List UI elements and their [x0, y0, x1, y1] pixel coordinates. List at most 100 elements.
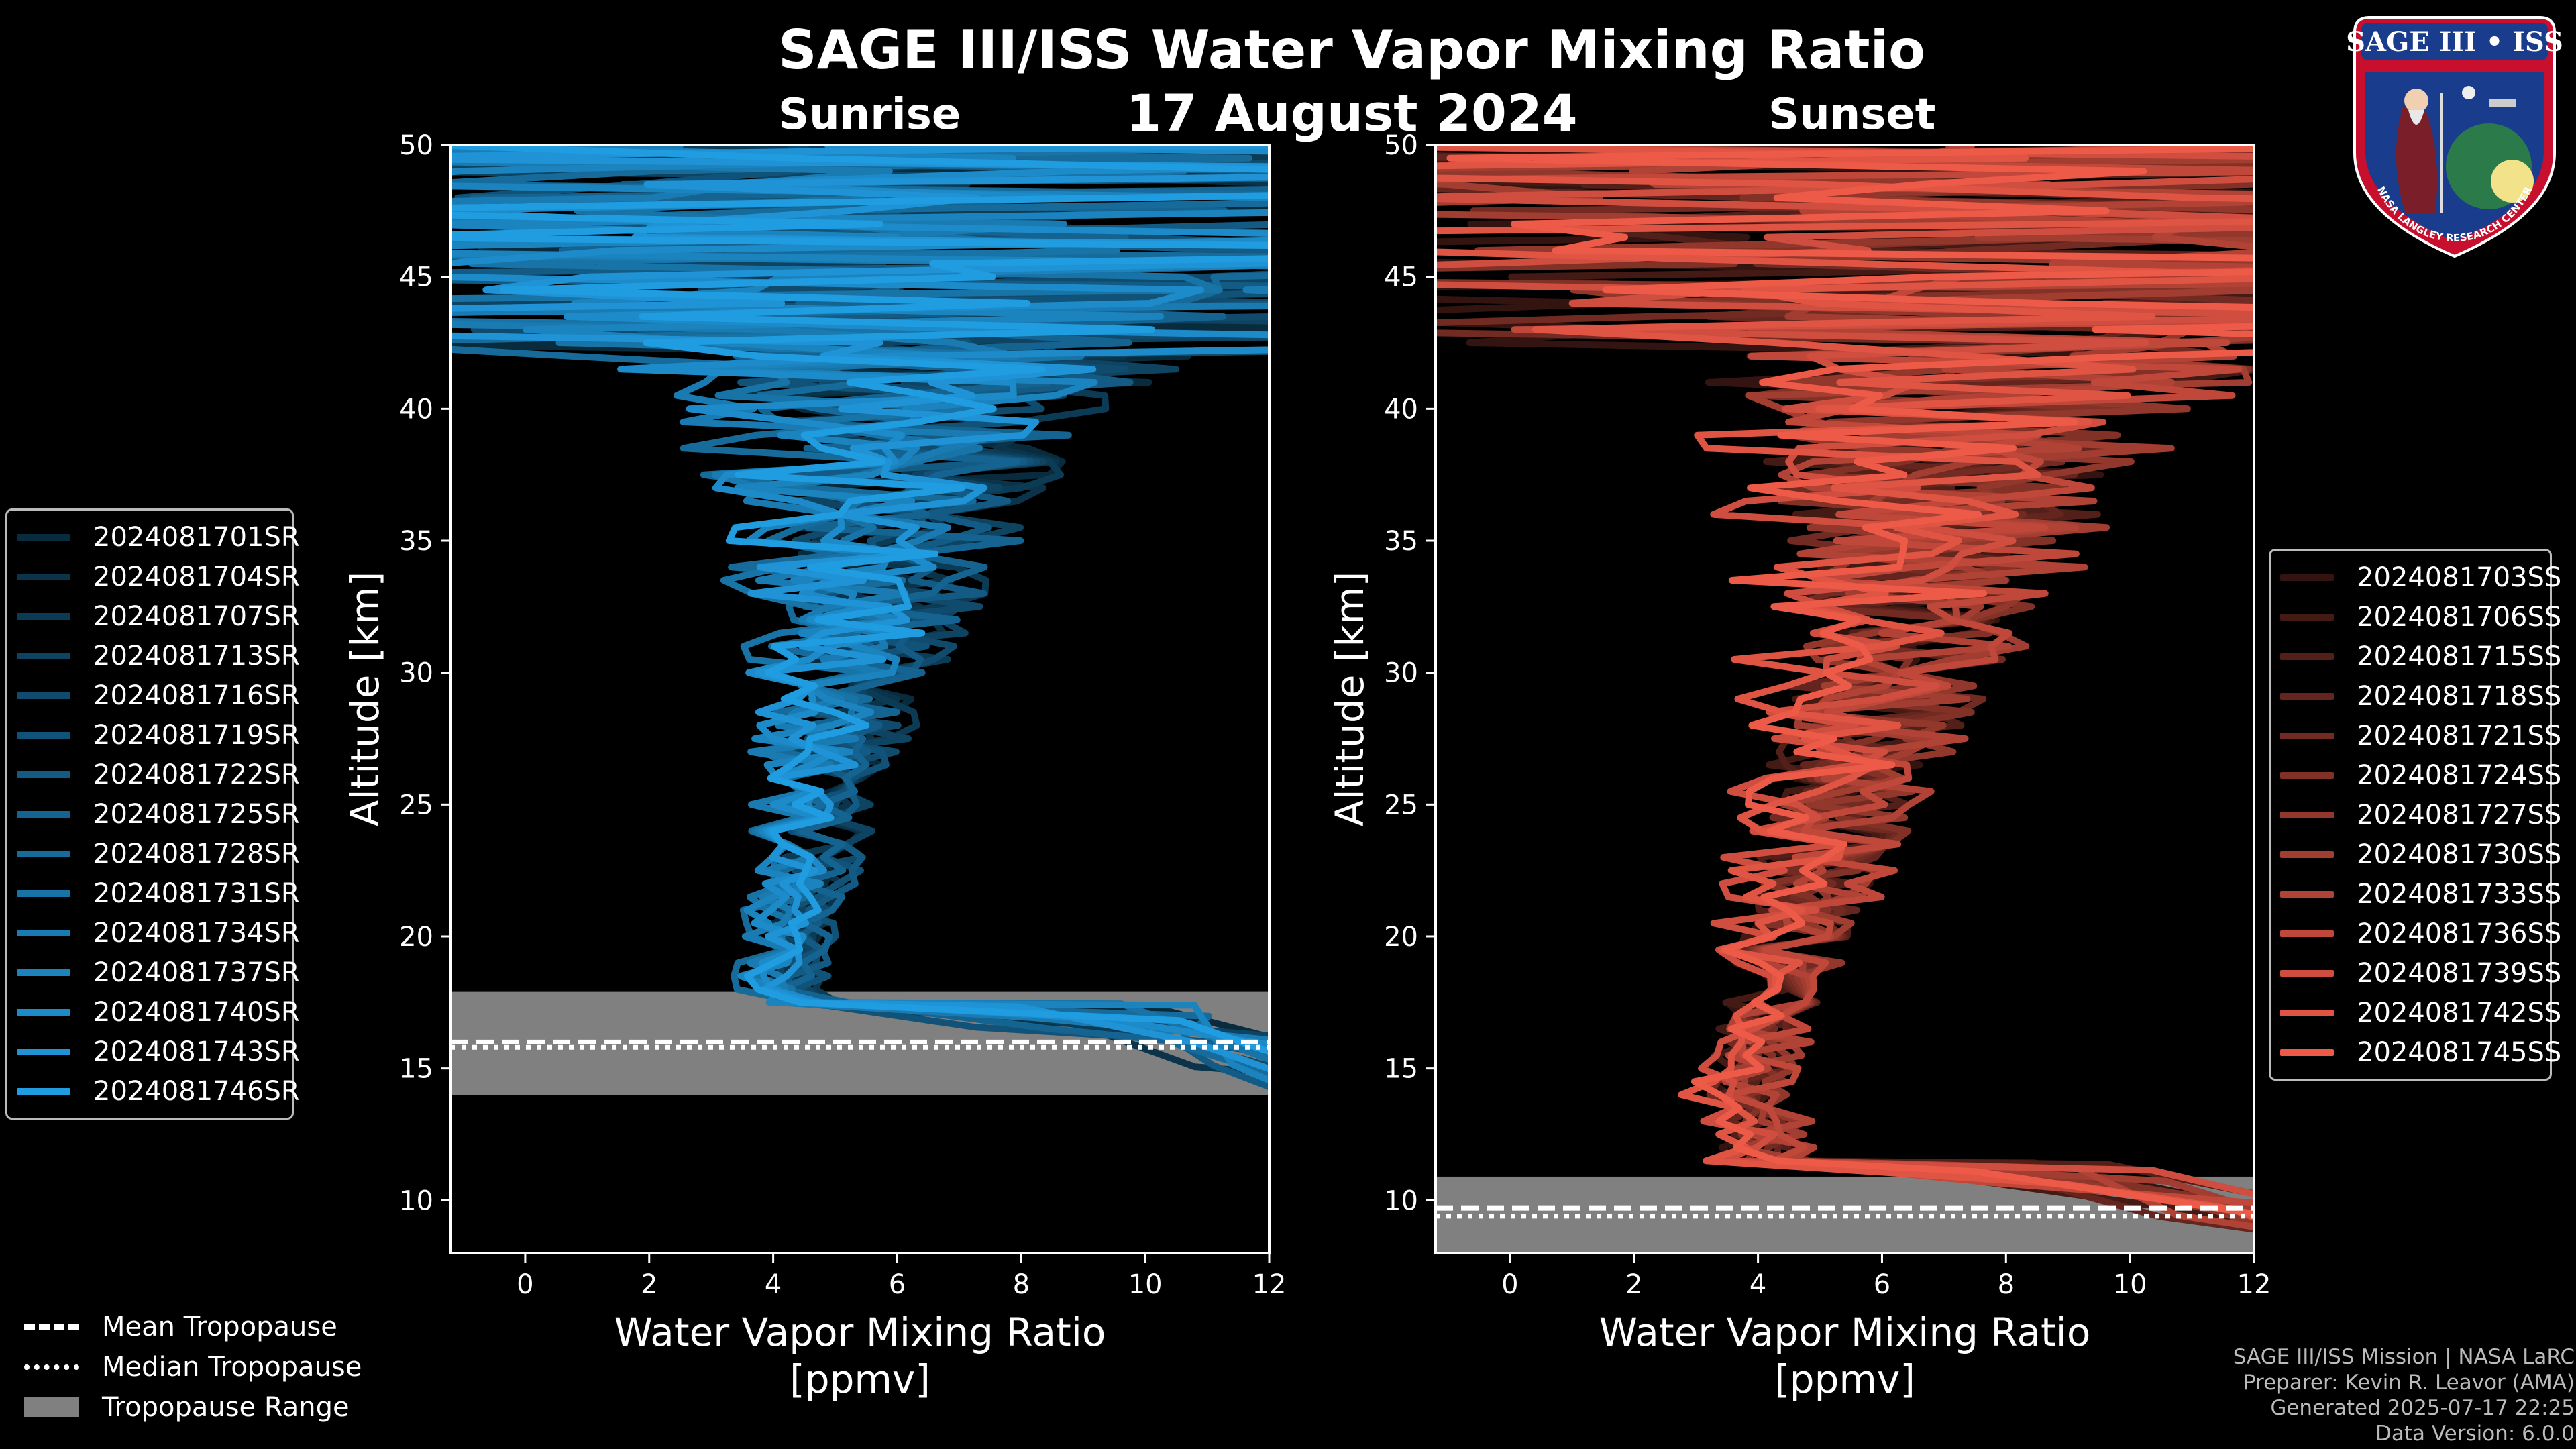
x-tick-label: 6	[1874, 1269, 1890, 1300]
x-axis-label: Water Vapor Mixing Ratio	[1599, 1309, 2091, 1355]
legend-item: 2024081742SS	[2280, 993, 2561, 1032]
legend-swatch	[17, 969, 70, 976]
legend-item: 2024081721SS	[2280, 716, 2561, 755]
x-tick-label: 10	[1128, 1269, 1163, 1300]
legend-swatch	[17, 850, 70, 857]
y-tick-label: 35	[1384, 526, 1418, 557]
y-tick-label: 40	[399, 394, 433, 425]
sunset-legend: 2024081703SS 2024081706SS 2024081715SS 2024…	[2269, 549, 2561, 1081]
profile-line	[1446, 145, 2254, 1218]
y-axis-label: Altitude [km]	[1327, 572, 1373, 826]
x-axis-label: [ppmv]	[1774, 1356, 1915, 1402]
y-tick-label: 25	[1384, 790, 1418, 820]
legend-label: 2024081745SS	[2357, 1036, 2562, 1068]
date-title: 17 August 2024	[1126, 83, 1578, 143]
profile-lines	[451, 145, 1269, 1091]
legend-label: 2024081731SR	[93, 877, 300, 909]
legend-swatch	[17, 1048, 70, 1055]
legend-swatch	[2280, 1049, 2334, 1056]
x-tick-label: 6	[889, 1269, 906, 1300]
x-tick-label: 12	[2237, 1269, 2271, 1300]
legend-item: 2024081707SR	[17, 596, 300, 636]
legend-swatch	[17, 533, 70, 541]
legend-item: 2024081739SS	[2280, 953, 2561, 993]
legend-item: 2024081731SR	[17, 873, 300, 913]
legend-label: 2024081725SR	[93, 798, 300, 830]
legend-item: 2024081745SS	[2280, 1032, 2561, 1072]
legend-swatch	[17, 573, 70, 580]
x-tick-label: 8	[1013, 1269, 1030, 1300]
legend-label: 2024081724SS	[2357, 759, 2562, 791]
svg-text:SAGE III • ISS: SAGE III • ISS	[2346, 26, 2563, 58]
legend-label: 2024081716SR	[93, 680, 300, 711]
legend-swatch	[17, 652, 70, 659]
y-tick-label: 25	[399, 790, 433, 820]
plot-frame	[449, 144, 1271, 1254]
legend-item: 2024081746SR	[17, 1071, 300, 1111]
legend-label: 2024081739SS	[2357, 957, 2562, 989]
y-tick-label: 10	[399, 1185, 433, 1216]
legend-item: 2024081725SR	[17, 794, 300, 834]
legend-swatch	[2280, 890, 2334, 898]
legend-swatch	[2280, 851, 2334, 858]
legend-mean-tropopause: Mean Tropopause	[24, 1307, 362, 1347]
legend-item: 2024081733SS	[2280, 874, 2561, 914]
legend-mean-label: Mean Tropopause	[102, 1311, 337, 1342]
legend-swatch	[17, 810, 70, 818]
profile-lines	[1436, 145, 2254, 1233]
y-tick-label: 45	[399, 262, 433, 293]
y-tick-label: 10	[1384, 1185, 1418, 1216]
legend-swatch	[17, 929, 70, 936]
legend-label: 2024081713SR	[93, 640, 300, 672]
legend-tropopause-range: Tropopause Range	[24, 1387, 362, 1428]
x-tick-label: 0	[1501, 1269, 1518, 1300]
legend-label: 2024081730SS	[2357, 839, 2562, 870]
legend-label: 2024081737SR	[93, 957, 300, 988]
legend-label: 2024081704SR	[93, 561, 300, 592]
y-tick-label: 45	[1384, 262, 1418, 293]
legend-item: 2024081713SR	[17, 636, 300, 676]
legend-label: 2024081746SR	[93, 1075, 300, 1107]
legend-item: 2024081715SS	[2280, 637, 2561, 676]
legend-label: 2024081734SR	[93, 917, 300, 949]
legend-item: 2024081704SR	[17, 557, 300, 596]
legend-range-label: Tropopause Range	[102, 1392, 350, 1423]
y-tick-label: 35	[399, 526, 433, 557]
y-tick-label: 15	[399, 1054, 433, 1085]
profile-line	[451, 145, 1269, 1056]
x-axis-label: Water Vapor Mixing Ratio	[614, 1309, 1106, 1355]
legend-swatch	[17, 1008, 70, 1016]
legend-item: 2024081719SR	[17, 715, 300, 755]
dotted-line-swatch	[24, 1364, 79, 1370]
x-tick-label: 10	[2113, 1269, 2147, 1300]
dashed-line-swatch	[24, 1324, 79, 1330]
credit-line: Preparer: Kevin R. Leavor (AMA)	[2243, 1371, 2575, 1395]
credit-line: SAGE III/ISS Mission | NASA LaRC	[2233, 1345, 2575, 1369]
x-tick-label: 4	[1750, 1269, 1766, 1300]
y-axis-label: Altitude [km]	[342, 572, 388, 826]
x-tick-label: 4	[765, 1269, 782, 1300]
legend-swatch	[2280, 930, 2334, 937]
x-tick-label: 2	[641, 1269, 657, 1300]
legend-swatch	[17, 731, 70, 739]
legend-label: 2024081701SR	[93, 521, 300, 553]
legend-swatch	[2280, 613, 2334, 621]
legend-label: 2024081728SR	[93, 838, 300, 869]
legend-item: 2024081727SS	[2280, 795, 2561, 835]
legend-swatch	[2280, 811, 2334, 818]
y-tick-label: 20	[399, 922, 433, 953]
sunrise-title: Sunrise	[778, 90, 961, 140]
legend-item: 2024081730SS	[2280, 835, 2561, 874]
legend-label: 2024081733SS	[2357, 878, 2562, 910]
profile-line	[1436, 145, 2254, 1207]
y-tick-label: 30	[1384, 658, 1418, 689]
legend-item: 2024081718SS	[2280, 676, 2561, 716]
y-tick-label: 30	[399, 658, 433, 689]
legend-swatch	[2280, 771, 2334, 779]
credits-block: SAGE III/ISS Mission | NASA LaRC Prepare…	[2233, 1344, 2575, 1446]
plot-frame	[1434, 144, 2255, 1254]
legend-label: 2024081719SR	[93, 719, 300, 751]
legend-swatch	[2280, 653, 2334, 660]
legend-item: 2024081737SR	[17, 953, 300, 992]
range-swatch	[24, 1397, 79, 1417]
